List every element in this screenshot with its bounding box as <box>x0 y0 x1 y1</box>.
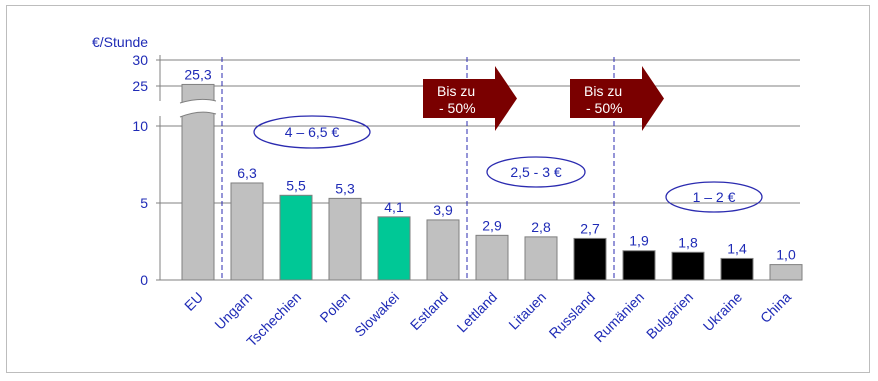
arrow-text-line2: - 50% <box>439 100 476 116</box>
axes <box>156 55 800 281</box>
value-label: 4,1 <box>384 199 404 215</box>
axis-break-marks <box>179 98 217 118</box>
range-label: 2,5 - 3 € <box>510 164 562 180</box>
value-label: 25,3 <box>184 66 211 82</box>
arrow-text-line1: Bis zu <box>437 83 475 99</box>
bar-lettland <box>475 234 509 281</box>
category-label: Slowakei <box>351 289 402 340</box>
break-line <box>179 98 217 104</box>
y-tick-label: 5 <box>140 195 148 211</box>
value-label: 6,3 <box>237 165 257 181</box>
category-label: Lettland <box>454 289 501 336</box>
category-label: China <box>757 289 794 326</box>
bar-china <box>769 264 803 281</box>
category-label: Estland <box>407 289 451 333</box>
arrow-shape <box>570 66 664 131</box>
y-tick-label: 30 <box>132 52 148 68</box>
annotation-arrows: Bis zu- 50%Bis zu- 50% <box>423 66 664 131</box>
category-label: Polen <box>316 289 353 326</box>
bars <box>181 83 803 281</box>
range-ellipses: 4 – 6,5 € 2,5 - 3 € 1 – 2 € <box>253 115 763 213</box>
bar-slowakei <box>377 216 411 281</box>
bar-rumänien <box>622 250 656 281</box>
bar-eu <box>181 83 215 281</box>
y-axis-label: €/Stunde <box>92 34 148 50</box>
category-label: Rumänien <box>591 289 647 345</box>
range-ellipse <box>665 181 763 213</box>
bar-bulgarien <box>671 251 705 281</box>
value-label: 2,9 <box>482 217 502 233</box>
y-tick-label: 10 <box>132 118 148 134</box>
bar-russland <box>573 237 607 281</box>
bar-break-gap <box>180 99 216 117</box>
category-label: EU <box>181 289 206 314</box>
bar-tschechien <box>279 194 313 281</box>
value-label: 2,7 <box>580 220 600 236</box>
chart-frame <box>6 5 870 373</box>
arrow-shape <box>423 66 517 131</box>
category-label: Ukraine <box>700 289 746 335</box>
bar-ukraine <box>720 257 754 281</box>
group-dividers <box>221 57 615 280</box>
category-label: Bulgarien <box>643 289 696 342</box>
range-ellipse <box>486 156 586 188</box>
bar-estland <box>426 219 460 281</box>
range-ellipse <box>253 115 371 149</box>
range-label: 4 – 6,5 € <box>285 124 340 140</box>
value-label: 5,3 <box>335 180 355 196</box>
category-label: Litauen <box>505 289 549 333</box>
y-tick-label: 0 <box>140 272 148 288</box>
break-line <box>179 111 217 118</box>
y-tick-label: 25 <box>132 78 148 94</box>
value-labels: 25,3 6,3 5,5 5,3 4,1 3,9 2,9 2,8 2,7 1,9 1,8 1,4 1,0 <box>184 66 796 262</box>
category-label: Ungarn <box>211 289 255 333</box>
value-label: 5,5 <box>286 177 306 193</box>
arrow-text-line1: Bis zu <box>584 83 622 99</box>
arrow-text-line2: - 50% <box>586 100 623 116</box>
value-label: 2,8 <box>531 219 551 235</box>
y-tick-labels: 0 5 10 25 30 <box>132 52 148 288</box>
range-label: 1 – 2 € <box>693 189 736 205</box>
value-label: 1,9 <box>629 233 649 249</box>
value-label: 3,9 <box>433 202 453 218</box>
value-label: 1,4 <box>727 240 747 256</box>
bar-polen <box>328 197 362 281</box>
value-label: 1,8 <box>678 234 698 250</box>
bar-litauen <box>524 236 558 281</box>
value-label: 1,0 <box>776 247 796 263</box>
bar-ungarn <box>230 182 264 281</box>
